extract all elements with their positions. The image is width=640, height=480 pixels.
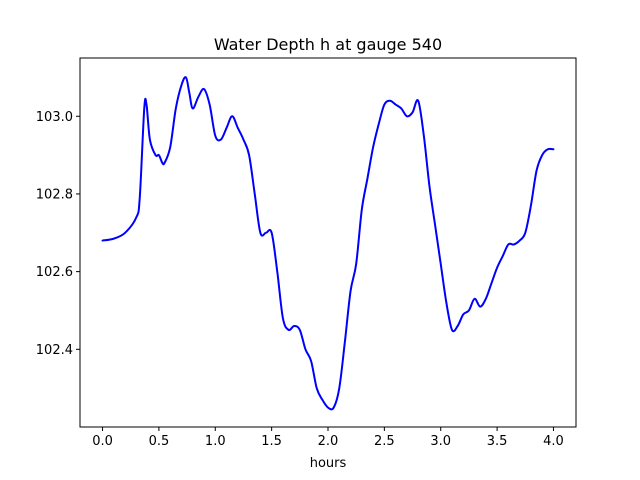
y-tick-label: 102.4 — [36, 343, 73, 358]
x-tick-label: 2.5 — [374, 434, 395, 449]
x-tick-label: 1.5 — [261, 434, 282, 449]
x-tick-label: 2.0 — [318, 434, 339, 449]
x-tick-label: 3.0 — [430, 434, 451, 449]
plot-frame — [79, 57, 577, 428]
x-tick-label: 4.0 — [543, 434, 564, 449]
series-line — [101, 76, 555, 411]
chart-title: Water Depth h at gauge 540 — [214, 35, 442, 54]
axis-ticks: 0.0 0.5 1.0 1.5 2.0 2.5 3.0 3.5 4.0 102.4 102.6 102… — [36, 110, 564, 449]
y-tick-label: 103.0 — [36, 110, 73, 125]
y-tick-label: 102.8 — [36, 187, 73, 202]
y-tick-label: 102.6 — [36, 265, 73, 280]
x-tick-label: 0.0 — [92, 434, 113, 449]
x-axis-label: hours — [310, 456, 347, 471]
x-tick-label: 1.0 — [205, 434, 226, 449]
x-tick-label: 3.5 — [487, 434, 508, 449]
x-tick-label: 0.5 — [149, 434, 170, 449]
